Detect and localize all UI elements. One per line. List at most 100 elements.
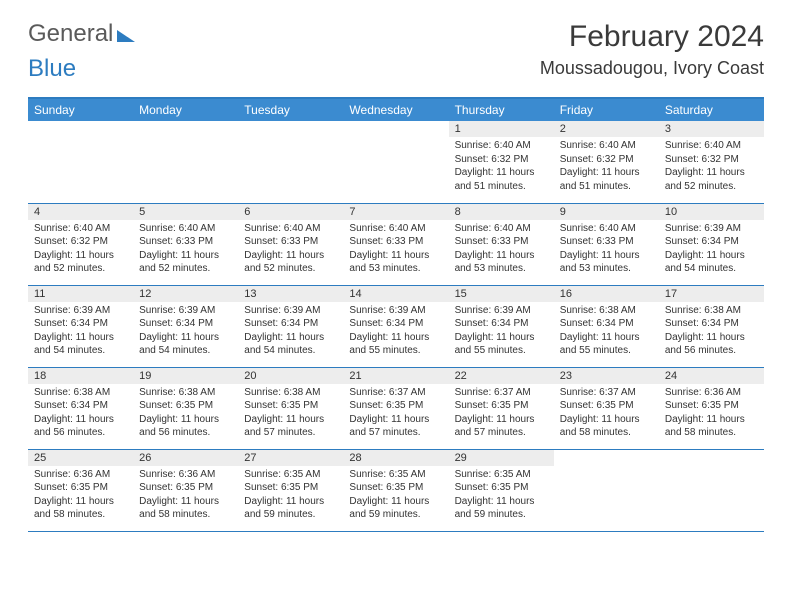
- day-cell: 2Sunrise: 6:40 AMSunset: 6:32 PMDaylight…: [554, 121, 659, 203]
- day-details: Sunrise: 6:37 AMSunset: 6:35 PMDaylight:…: [343, 384, 448, 444]
- sunrise: Sunrise: 6:36 AM: [665, 386, 758, 400]
- day-details: Sunrise: 6:38 AMSunset: 6:35 PMDaylight:…: [238, 384, 343, 444]
- day-number: 6: [238, 204, 343, 220]
- sunrise: Sunrise: 6:40 AM: [349, 222, 442, 236]
- day-details: Sunrise: 6:36 AMSunset: 6:35 PMDaylight:…: [659, 384, 764, 444]
- day-number: 27: [238, 450, 343, 466]
- sunrise: Sunrise: 6:36 AM: [34, 468, 127, 482]
- daylight: Daylight: 11 hours and 56 minutes.: [34, 413, 127, 440]
- sunset: Sunset: 6:33 PM: [560, 235, 653, 249]
- day-details: Sunrise: 6:39 AMSunset: 6:34 PMDaylight:…: [659, 220, 764, 280]
- day-number: 14: [343, 286, 448, 302]
- sunset: Sunset: 6:34 PM: [34, 317, 127, 331]
- day-cell: 3Sunrise: 6:40 AMSunset: 6:32 PMDaylight…: [659, 121, 764, 203]
- day-cell: 19Sunrise: 6:38 AMSunset: 6:35 PMDayligh…: [133, 367, 238, 449]
- day-details: Sunrise: 6:40 AMSunset: 6:32 PMDaylight:…: [554, 137, 659, 197]
- sunrise: Sunrise: 6:40 AM: [665, 139, 758, 153]
- day-cell: 16Sunrise: 6:38 AMSunset: 6:34 PMDayligh…: [554, 285, 659, 367]
- daylight: Daylight: 11 hours and 57 minutes.: [455, 413, 548, 440]
- sunrise: Sunrise: 6:35 AM: [455, 468, 548, 482]
- daylight: Daylight: 11 hours and 53 minutes.: [560, 249, 653, 276]
- sunrise: Sunrise: 6:40 AM: [139, 222, 232, 236]
- daylight: Daylight: 11 hours and 53 minutes.: [349, 249, 442, 276]
- day-number: 11: [28, 286, 133, 302]
- day-details: Sunrise: 6:39 AMSunset: 6:34 PMDaylight:…: [28, 302, 133, 362]
- sunrise: Sunrise: 6:40 AM: [560, 139, 653, 153]
- daylight: Daylight: 11 hours and 58 minutes.: [34, 495, 127, 522]
- sunrise: Sunrise: 6:37 AM: [349, 386, 442, 400]
- sunrise: Sunrise: 6:39 AM: [34, 304, 127, 318]
- daylight: Daylight: 11 hours and 58 minutes.: [560, 413, 653, 440]
- week-row: 18Sunrise: 6:38 AMSunset: 6:34 PMDayligh…: [28, 367, 764, 449]
- day-number: 24: [659, 368, 764, 384]
- sunset: Sunset: 6:35 PM: [34, 481, 127, 495]
- sunset: Sunset: 6:35 PM: [455, 481, 548, 495]
- sunset: Sunset: 6:34 PM: [349, 317, 442, 331]
- daylight: Daylight: 11 hours and 52 minutes.: [139, 249, 232, 276]
- sunrise: Sunrise: 6:35 AM: [244, 468, 337, 482]
- sunset: Sunset: 6:34 PM: [665, 317, 758, 331]
- location: Moussadougou, Ivory Coast: [540, 58, 764, 79]
- day-details: Sunrise: 6:40 AMSunset: 6:32 PMDaylight:…: [449, 137, 554, 197]
- daylight: Daylight: 11 hours and 51 minutes.: [455, 166, 548, 193]
- sunset: Sunset: 6:32 PM: [665, 153, 758, 167]
- dow-tuesday: Tuesday: [238, 98, 343, 121]
- sunset: Sunset: 6:33 PM: [244, 235, 337, 249]
- day-number: 20: [238, 368, 343, 384]
- day-details: Sunrise: 6:38 AMSunset: 6:34 PMDaylight:…: [28, 384, 133, 444]
- day-number: 10: [659, 204, 764, 220]
- sunset: Sunset: 6:34 PM: [139, 317, 232, 331]
- day-details: Sunrise: 6:36 AMSunset: 6:35 PMDaylight:…: [28, 466, 133, 526]
- day-number: 21: [343, 368, 448, 384]
- day-cell: ..: [343, 121, 448, 203]
- day-number: 1: [449, 121, 554, 137]
- month-title: February 2024: [540, 20, 764, 54]
- sunset: Sunset: 6:35 PM: [244, 481, 337, 495]
- day-cell: 7Sunrise: 6:40 AMSunset: 6:33 PMDaylight…: [343, 203, 448, 285]
- daylight: Daylight: 11 hours and 54 minutes.: [665, 249, 758, 276]
- day-number: 23: [554, 368, 659, 384]
- dow-thursday: Thursday: [449, 98, 554, 121]
- day-cell: 10Sunrise: 6:39 AMSunset: 6:34 PMDayligh…: [659, 203, 764, 285]
- sunset: Sunset: 6:33 PM: [349, 235, 442, 249]
- sunset: Sunset: 6:35 PM: [349, 399, 442, 413]
- sunrise: Sunrise: 6:37 AM: [560, 386, 653, 400]
- sunrise: Sunrise: 6:40 AM: [34, 222, 127, 236]
- sunset: Sunset: 6:35 PM: [560, 399, 653, 413]
- day-number: 15: [449, 286, 554, 302]
- day-cell: 11Sunrise: 6:39 AMSunset: 6:34 PMDayligh…: [28, 285, 133, 367]
- daylight: Daylight: 11 hours and 58 minutes.: [665, 413, 758, 440]
- day-number: 29: [449, 450, 554, 466]
- sunset: Sunset: 6:32 PM: [34, 235, 127, 249]
- sunset: Sunset: 6:35 PM: [139, 481, 232, 495]
- day-cell: 29Sunrise: 6:35 AMSunset: 6:35 PMDayligh…: [449, 449, 554, 531]
- day-number: 26: [133, 450, 238, 466]
- day-details: Sunrise: 6:40 AMSunset: 6:33 PMDaylight:…: [343, 220, 448, 280]
- day-number: 18: [28, 368, 133, 384]
- day-details: Sunrise: 6:37 AMSunset: 6:35 PMDaylight:…: [554, 384, 659, 444]
- daylight: Daylight: 11 hours and 59 minutes.: [349, 495, 442, 522]
- day-number: 16: [554, 286, 659, 302]
- sunset: Sunset: 6:35 PM: [244, 399, 337, 413]
- day-details: Sunrise: 6:40 AMSunset: 6:33 PMDaylight:…: [449, 220, 554, 280]
- day-number: 13: [238, 286, 343, 302]
- daylight: Daylight: 11 hours and 54 minutes.: [244, 331, 337, 358]
- sunset: Sunset: 6:32 PM: [560, 153, 653, 167]
- day-cell: ..: [28, 121, 133, 203]
- sunrise: Sunrise: 6:40 AM: [455, 222, 548, 236]
- sunset: Sunset: 6:34 PM: [455, 317, 548, 331]
- daylight: Daylight: 11 hours and 54 minutes.: [139, 331, 232, 358]
- day-cell: ..: [659, 449, 764, 531]
- sunrise: Sunrise: 6:39 AM: [349, 304, 442, 318]
- day-cell: ..: [133, 121, 238, 203]
- day-details: Sunrise: 6:36 AMSunset: 6:35 PMDaylight:…: [133, 466, 238, 526]
- day-cell: 5Sunrise: 6:40 AMSunset: 6:33 PMDaylight…: [133, 203, 238, 285]
- sunrise: Sunrise: 6:39 AM: [455, 304, 548, 318]
- day-cell: 17Sunrise: 6:38 AMSunset: 6:34 PMDayligh…: [659, 285, 764, 367]
- daylight: Daylight: 11 hours and 55 minutes.: [560, 331, 653, 358]
- sunrise: Sunrise: 6:39 AM: [665, 222, 758, 236]
- day-number: 28: [343, 450, 448, 466]
- day-details: Sunrise: 6:38 AMSunset: 6:34 PMDaylight:…: [554, 302, 659, 362]
- day-number: 7: [343, 204, 448, 220]
- day-number: 2: [554, 121, 659, 137]
